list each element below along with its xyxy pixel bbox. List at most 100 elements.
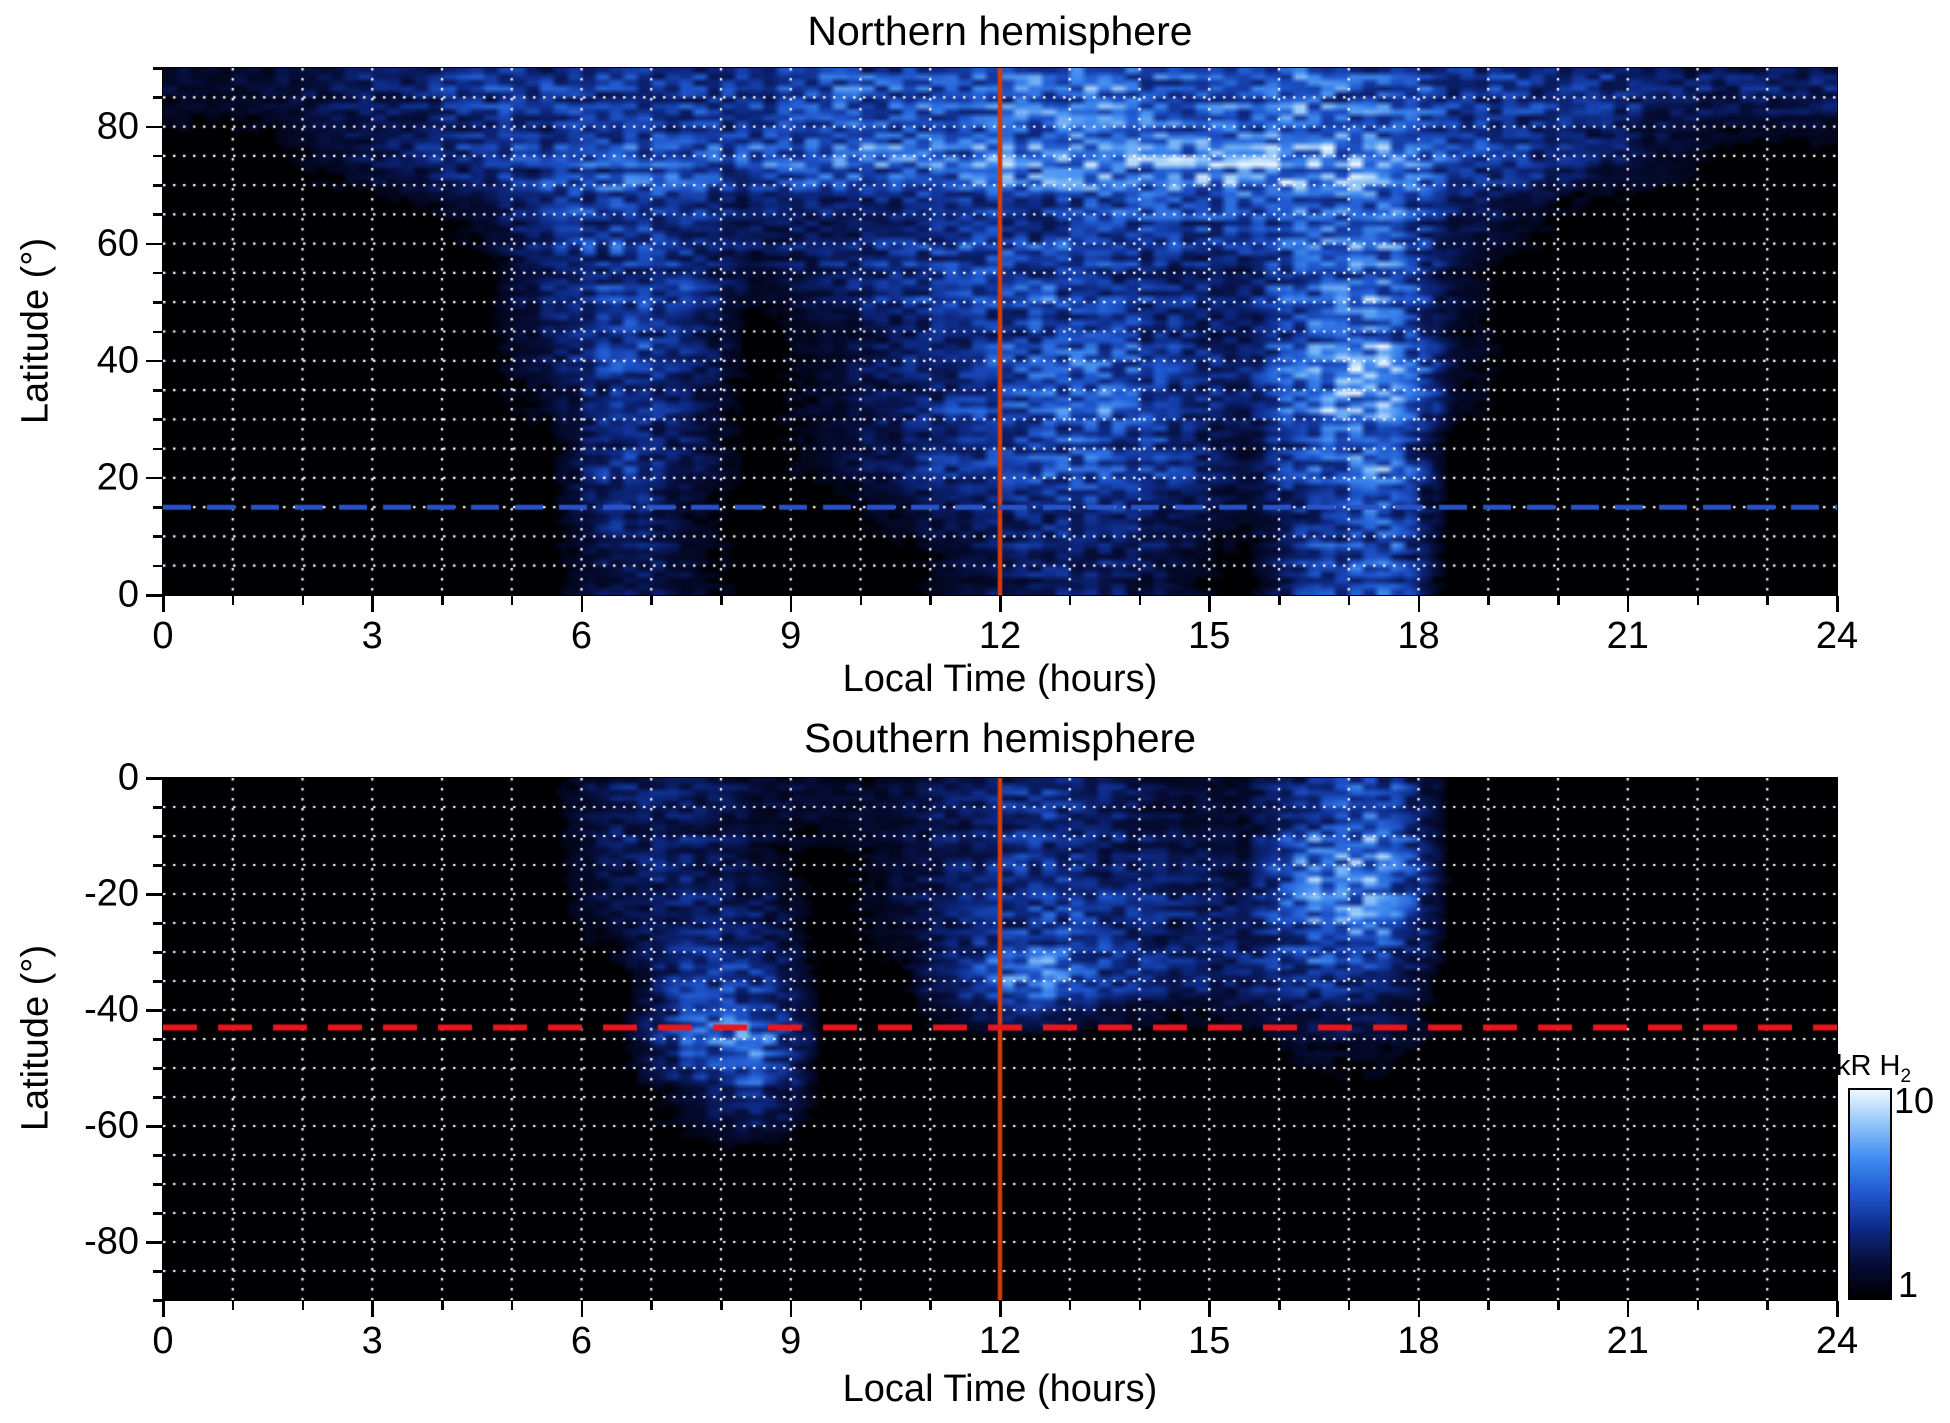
y-tick-mark <box>153 535 162 538</box>
x-tick-mark <box>859 1301 862 1310</box>
y-tick-mark <box>146 476 162 480</box>
x-tick-mark <box>1836 596 1839 612</box>
y-tick-mark <box>146 125 162 129</box>
x-tick-label: 18 <box>1397 615 1440 657</box>
y-tick-label: 40 <box>96 339 139 382</box>
colorbar-title-text: kR H <box>1836 1050 1901 1082</box>
x-tick-mark <box>162 596 165 612</box>
north-x-axis-label: Local Time (hours) <box>842 658 1158 700</box>
y-tick-mark <box>153 1270 162 1273</box>
y-tick-mark <box>153 506 162 509</box>
south-y-axis-label: Latitude (°) <box>14 944 57 1132</box>
x-tick-mark <box>929 596 932 605</box>
x-tick-mark <box>1696 1301 1699 1310</box>
x-tick-mark <box>1766 596 1769 605</box>
y-tick-mark <box>153 1212 162 1215</box>
north-plot-area <box>162 67 1838 596</box>
y-tick-mark <box>146 777 162 780</box>
x-tick-mark <box>999 596 1002 612</box>
x-tick-mark <box>510 596 514 605</box>
x-tick-mark <box>1208 1301 1211 1317</box>
x-tick-label: 12 <box>978 1320 1022 1362</box>
y-tick-mark <box>153 564 162 568</box>
y-tick-mark <box>153 1038 162 1041</box>
south-heatmap-canvas <box>163 778 1837 1300</box>
x-tick-mark <box>1208 596 1211 612</box>
y-tick-label: 0 <box>117 756 139 799</box>
x-tick-mark <box>650 596 653 605</box>
y-tick-mark <box>153 1154 162 1157</box>
x-tick-label: 24 <box>1815 615 1859 657</box>
colorbar-title-subscript: 2 <box>1900 1065 1912 1087</box>
x-tick-label: 24 <box>1815 1320 1859 1362</box>
y-tick-mark <box>153 1067 162 1070</box>
x-tick-mark <box>301 1301 304 1310</box>
x-tick-mark <box>720 1301 723 1310</box>
y-tick-mark <box>153 184 162 187</box>
x-tick-mark <box>1557 596 1560 605</box>
x-tick-label: 21 <box>1606 615 1649 657</box>
y-tick-mark <box>146 359 162 363</box>
x-tick-label: 6 <box>570 1320 593 1362</box>
y-tick-mark <box>146 594 162 597</box>
colorbar-max-label: 10 <box>1894 1080 1935 1121</box>
x-tick-mark <box>1696 596 1699 605</box>
y-tick-mark <box>153 301 162 304</box>
x-tick-mark <box>1836 1301 1839 1317</box>
x-tick-mark <box>1138 596 1141 605</box>
colorbar-min-label: 1 <box>1898 1264 1919 1305</box>
south-x-axis-label: Local Time (hours) <box>842 1368 1158 1410</box>
north-heatmap-canvas <box>163 68 1837 595</box>
x-tick-label: 0 <box>152 1320 174 1362</box>
x-tick-mark <box>231 1301 235 1310</box>
x-tick-mark <box>580 1301 583 1317</box>
y-tick-mark <box>153 389 162 392</box>
x-tick-label: 0 <box>152 615 174 657</box>
x-tick-mark <box>650 1301 653 1310</box>
x-tick-mark <box>1417 596 1420 612</box>
x-tick-mark <box>510 1301 514 1310</box>
x-tick-label: 9 <box>780 615 802 657</box>
y-tick-mark <box>146 1241 162 1244</box>
x-tick-mark <box>580 596 583 612</box>
x-tick-mark <box>1278 596 1281 605</box>
y-tick-mark <box>153 418 162 421</box>
y-tick-label: -40 <box>84 988 139 1031</box>
x-tick-mark <box>231 596 235 605</box>
y-tick-mark <box>153 67 162 70</box>
x-tick-label: 15 <box>1188 615 1231 657</box>
x-tick-label: 6 <box>570 615 593 657</box>
y-tick-mark <box>153 96 162 99</box>
x-tick-mark <box>999 1301 1002 1317</box>
x-tick-mark <box>1278 1301 1281 1310</box>
y-tick-label: 0 <box>117 573 139 616</box>
x-tick-mark <box>1347 1301 1351 1310</box>
y-tick-mark <box>146 893 162 896</box>
colorbar <box>1848 1088 1892 1300</box>
y-tick-mark <box>153 271 162 275</box>
y-tick-mark <box>153 447 162 451</box>
y-tick-mark <box>153 864 162 867</box>
y-tick-mark <box>153 1299 162 1302</box>
x-tick-mark <box>1557 1301 1560 1310</box>
x-tick-label: 21 <box>1606 1320 1649 1362</box>
north-y-axis-label: Latitude (°) <box>14 237 57 425</box>
north-panel-title: Northern hemisphere <box>807 8 1193 54</box>
y-tick-mark <box>153 1183 162 1186</box>
x-tick-mark <box>1626 1301 1630 1317</box>
x-tick-mark <box>301 596 304 605</box>
x-tick-mark <box>1487 596 1490 605</box>
y-tick-mark <box>153 922 162 925</box>
y-tick-mark <box>153 1096 162 1099</box>
x-tick-label: 15 <box>1188 1320 1231 1362</box>
colorbar-title: kR H2 <box>1836 1050 1911 1088</box>
x-tick-mark <box>371 1301 374 1317</box>
y-tick-mark <box>153 806 162 809</box>
x-tick-mark <box>441 596 444 605</box>
x-tick-label: 12 <box>978 615 1022 657</box>
y-tick-label: -60 <box>84 1104 139 1147</box>
x-tick-mark <box>1347 596 1351 605</box>
x-tick-mark <box>1626 596 1630 612</box>
x-tick-mark <box>1138 1301 1141 1310</box>
